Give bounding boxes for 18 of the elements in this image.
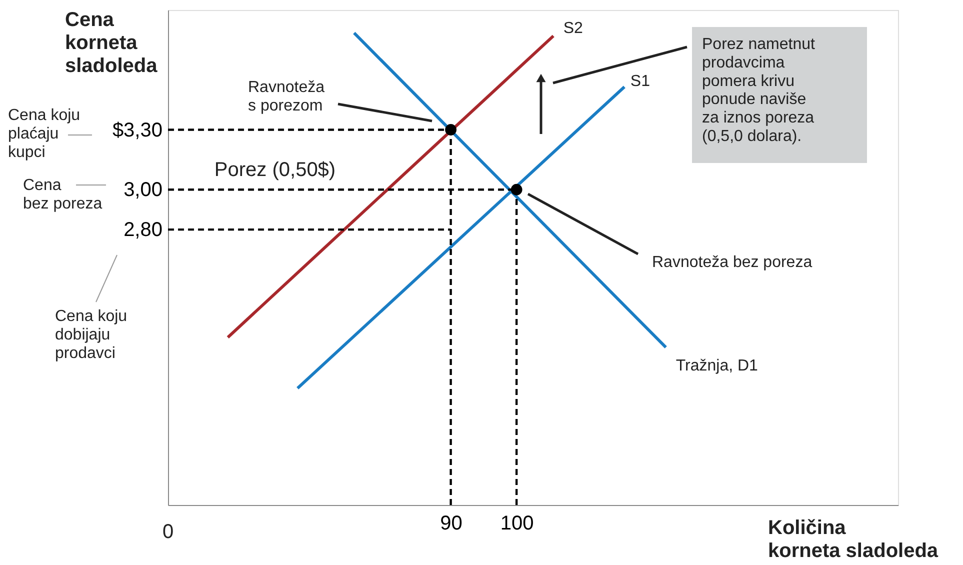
y-tick-label: 2,80 (124, 219, 162, 242)
y-axis-title: Cena korneta sladoleda (65, 9, 158, 77)
annotation: Porez nametnut prodavcima pomera krivu ponude naviše za iznos poreza (0,5,0 dolara). (702, 36, 816, 145)
annotation: Ravnoteža s porezom (248, 79, 325, 114)
y-tick-label: 3,00 (124, 179, 162, 202)
annotation: Porez (0,50$) (214, 159, 336, 181)
series-label: Tražnja, D1 (676, 357, 758, 374)
text: Cena koju dobijaju prodavci (55, 308, 128, 362)
y-tick-label: $3,30 (112, 119, 162, 142)
annotation: Ravnoteža bez poreza (652, 254, 812, 271)
series-label: S1 (630, 72, 650, 90)
series-label: S2 (563, 20, 584, 37)
x-axis-title: Količina korneta sladoleda (768, 517, 939, 562)
x-tick-label: 100 (500, 512, 534, 534)
text: Cena koju plaćaju kupci (8, 107, 80, 161)
x-tick-label: 90 (440, 512, 462, 534)
text: Cena bez poreza (23, 177, 102, 212)
text: 0 (162, 521, 174, 543)
